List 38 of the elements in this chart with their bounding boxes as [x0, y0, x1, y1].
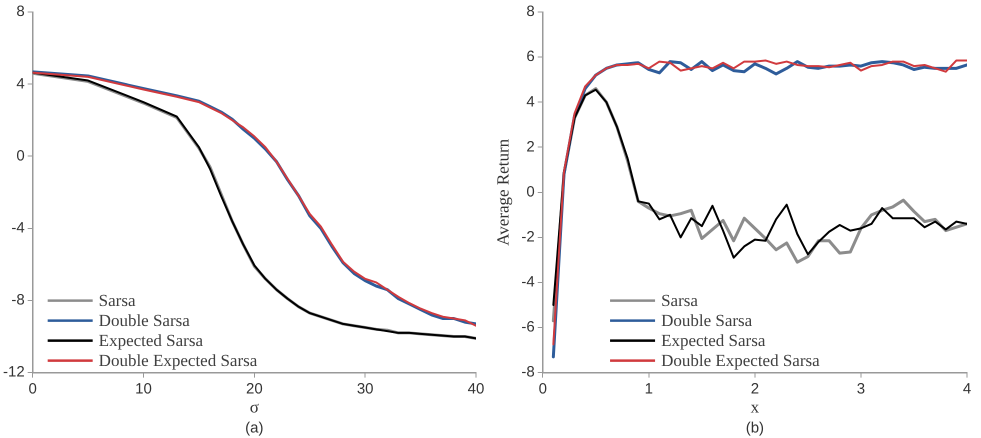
x-tick-label: 30 — [356, 380, 374, 398]
x-axis-title: σ — [250, 397, 259, 416]
y-tick-label: -6 — [521, 318, 535, 336]
x-tick-label: 10 — [135, 380, 152, 398]
legend-label: Double Sarsa — [661, 311, 753, 330]
y-tick-label: -8 — [521, 364, 535, 381]
legend-label: Expected Sarsa — [98, 331, 204, 350]
text: (b) — [746, 420, 764, 437]
legend-label: Expected Sarsa — [661, 331, 766, 350]
legend-label: Sarsa — [98, 291, 136, 310]
y-tick-label: 0 — [16, 147, 25, 164]
y-tick-label: -2 — [521, 228, 535, 246]
legend-label: Double Sarsa — [98, 311, 190, 330]
text: (a) — [245, 420, 264, 437]
x-tick-label: 1 — [644, 380, 653, 398]
legend-label: Double Expected Sarsa — [661, 351, 820, 370]
y-tick-label: -12 — [2, 364, 25, 381]
y-tick-label: 4 — [16, 75, 25, 92]
x-tick-label: 2 — [750, 380, 760, 398]
legend-label: Sarsa — [661, 291, 698, 310]
y-tick-label: 0 — [526, 183, 535, 200]
legend-label: Double Expected Sarsa — [98, 351, 258, 370]
x-axis-title: x — [750, 397, 760, 416]
y-tick-label: 2 — [526, 138, 535, 156]
y-axis-title: Average Return — [494, 138, 513, 246]
x-tick-label: 40 — [468, 380, 484, 398]
x-tick-label: 0 — [28, 380, 37, 398]
y-tick-label: 6 — [526, 48, 535, 66]
x-tick-label: 3 — [856, 380, 866, 398]
y-tick-label: -8 — [11, 292, 25, 309]
x-tick-label: 20 — [246, 380, 263, 398]
x-tick-label: 4 — [962, 380, 972, 398]
y-tick-label: 8 — [16, 3, 25, 20]
y-tick-label: 4 — [526, 93, 535, 110]
y-tick-label: -4 — [521, 274, 535, 291]
y-tick-label: -4 — [11, 220, 25, 236]
x-tick-label: 0 — [538, 380, 547, 398]
y-tick-label: 8 — [526, 3, 535, 20]
